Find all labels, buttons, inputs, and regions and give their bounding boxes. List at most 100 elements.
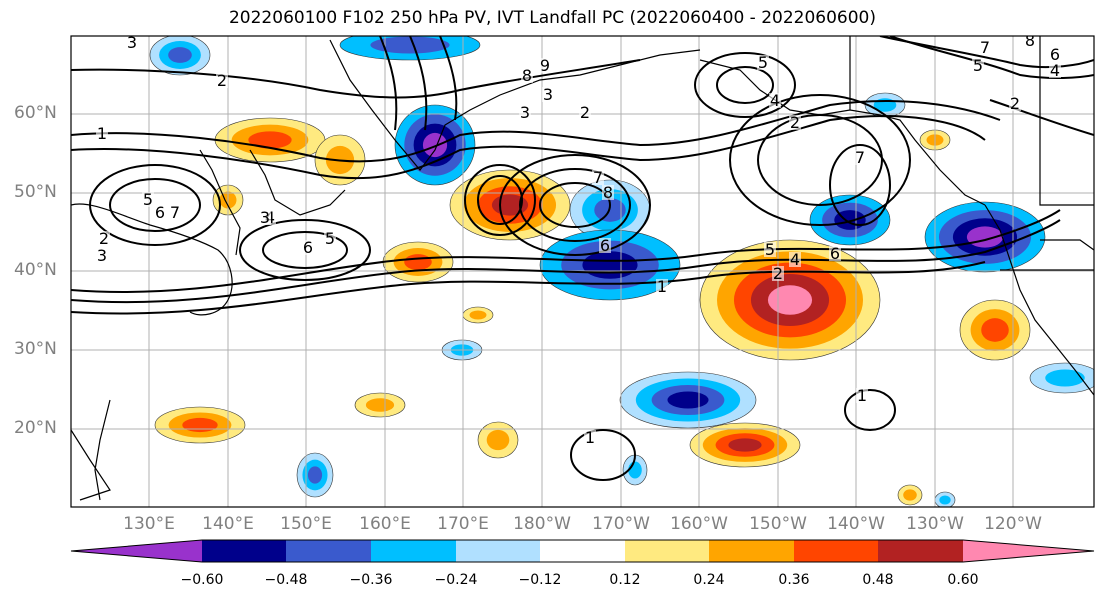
colorbar-tick-label: −0.24 [434, 572, 478, 588]
anomaly-patch [903, 489, 917, 501]
contour-label-bg [599, 238, 611, 253]
contour-label: 9 [540, 56, 550, 75]
contour-label: 2 [773, 264, 783, 283]
contour-label-bg [856, 388, 868, 403]
contour-label-bg [542, 87, 554, 102]
contour-label-bg [829, 246, 841, 261]
contour-label-bg [1049, 47, 1061, 62]
lat-label-20: 20°N [14, 418, 57, 438]
anomaly-patch [365, 398, 395, 412]
colorbar-tick-label: 0.24 [693, 572, 725, 588]
lon-label-180w: 180°W [513, 514, 571, 534]
contour-label: 3 [127, 33, 137, 52]
contour-label: 3 [520, 103, 530, 122]
contour-label-bg [772, 266, 784, 281]
contour-label-bg [584, 430, 596, 445]
contour-label: 4 [1050, 61, 1060, 80]
anomaly-patch [404, 254, 432, 270]
contour-label: 5 [765, 240, 775, 259]
contour-label: 8 [603, 183, 613, 202]
contour-label-bg [324, 231, 336, 246]
contour-label-bg [154, 205, 166, 220]
anomaly-patch [370, 36, 450, 54]
lon-label-150w: 150°W [749, 514, 807, 534]
lon-label-140e: 140°E [202, 514, 254, 534]
contour-label: 5 [143, 190, 153, 209]
contour-label: 1 [585, 428, 595, 447]
lon-label-140w: 140°W [827, 514, 885, 534]
colorbar-tick-label: 0.48 [862, 572, 894, 588]
contour-label-bg [789, 115, 801, 130]
lat-label-30: 30°N [14, 339, 57, 359]
colorbar-tick-label: −0.12 [518, 572, 562, 588]
contour-label: 4 [790, 250, 800, 269]
contour-label-bg [519, 105, 531, 120]
contour-label: 6 [155, 203, 165, 222]
contour-label-bg [1024, 36, 1036, 48]
lat-label-50: 50°N [14, 182, 57, 202]
contour-label: 3 [97, 246, 107, 265]
contour-label-bg [98, 231, 110, 246]
contour-label-bg [592, 170, 604, 185]
contour-label: 8 [1025, 31, 1035, 50]
contour-label: 2 [1010, 94, 1020, 113]
lon-label-130w: 130°W [906, 514, 964, 534]
lon-label-170e: 170°E [437, 514, 489, 534]
colorbar-tick-label: 0.12 [609, 572, 641, 588]
pv-contours [71, 36, 1094, 481]
coastlines [71, 36, 1094, 501]
contour-label-bg [521, 68, 533, 83]
anomaly-patch [939, 495, 951, 505]
colorbar-tick-label: −0.48 [264, 572, 308, 588]
contour-label-bg [169, 205, 181, 220]
contour-label-bg [302, 240, 314, 255]
contour-label-bg [764, 242, 776, 257]
anomaly-patch [728, 438, 762, 452]
lon-label-130e: 130°E [123, 514, 175, 534]
anomaly-patch [1045, 369, 1085, 387]
contour-label: 2 [99, 229, 109, 248]
colorbar-tick-label: −0.60 [180, 572, 224, 588]
lat-label-60: 60°N [14, 103, 57, 123]
anomaly-patch [767, 285, 813, 315]
anomaly-patch [486, 429, 510, 451]
anomaly-patch [422, 132, 448, 158]
contour-label-bg [579, 105, 591, 120]
contour-label-bg [854, 150, 866, 165]
contour-label-bg [539, 58, 551, 73]
contour-label-bg [979, 40, 991, 55]
lon-label-120w: 120°W [984, 514, 1042, 534]
anomaly-patch [248, 131, 292, 149]
contour-label-bg [757, 55, 769, 70]
contour-label: 3 [543, 85, 553, 104]
contour-label-bg [769, 93, 781, 108]
contour-labels: 3212365765438932542786542763876542111 [96, 31, 1061, 447]
lon-label-160e: 160°E [359, 514, 411, 534]
contour-label: 3 [260, 208, 270, 227]
contour-label: 7 [593, 168, 603, 187]
contour-label: 7 [980, 38, 990, 57]
contour-label-bg [1009, 96, 1021, 111]
colorbar-tick-label: −0.36 [349, 572, 393, 588]
contour-label-bg [126, 36, 138, 50]
lon-label-150e: 150°E [280, 514, 332, 534]
contour-label: 6 [600, 236, 610, 255]
contour-label: 5 [325, 229, 335, 248]
contour-label: 2 [790, 113, 800, 132]
contour-label-bg [259, 210, 271, 225]
contour-label-bg [789, 252, 801, 267]
contour-label-bg [142, 192, 154, 207]
contour-label-bg [96, 126, 108, 141]
contour-label: 5 [973, 56, 983, 75]
colorbar-tick-label: 0.36 [778, 572, 810, 588]
contour-label: 5 [758, 53, 768, 72]
contour-label-bg [96, 248, 108, 263]
contour-label: 1 [657, 277, 667, 296]
contour-label: 2 [580, 103, 590, 122]
contour-label: 1 [857, 386, 867, 405]
contour-label: 7 [855, 148, 865, 167]
contour-label-bg [216, 73, 228, 88]
contour-label: 6 [830, 244, 840, 263]
map-title: 2022060100 F102 250 hPa PV, IVT Landfall… [228, 8, 876, 28]
